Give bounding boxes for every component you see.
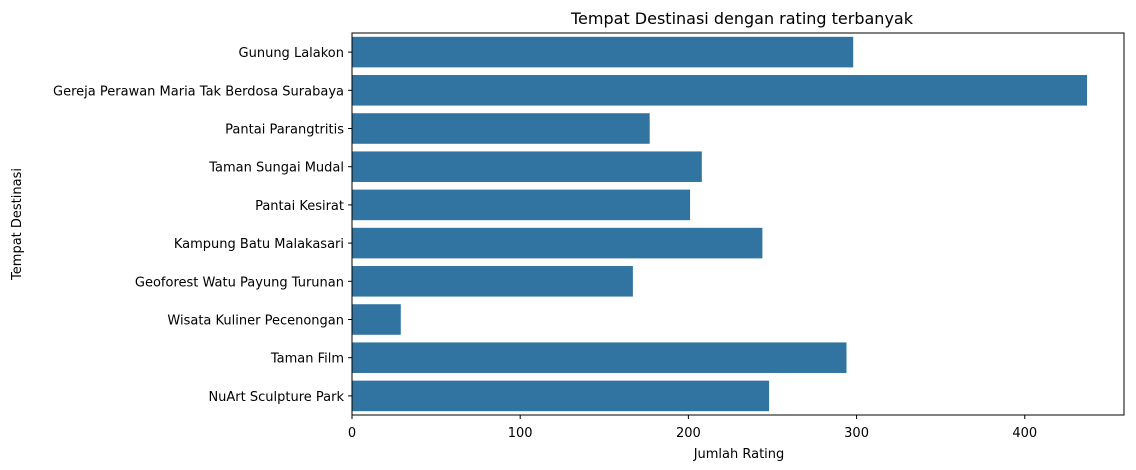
x-tick-label: 100 bbox=[508, 426, 533, 441]
bar bbox=[352, 151, 702, 182]
bar bbox=[352, 227, 763, 259]
x-axis-label: Jumlah Rating bbox=[693, 447, 785, 462]
y-tick-label: Kampung Batu Malakasari bbox=[174, 237, 344, 252]
bar bbox=[352, 304, 401, 335]
x-tick-label: 200 bbox=[676, 426, 701, 441]
bar bbox=[352, 380, 770, 412]
y-tick-label: Gereja Perawan Maria Tak Berdosa Surabay… bbox=[53, 84, 344, 99]
x-axis: 0 100 200 300 400 bbox=[348, 415, 1037, 441]
y-axis: Gunung Lalakon Gereja Perawan Maria Tak B… bbox=[53, 46, 352, 405]
bar bbox=[352, 75, 1087, 106]
y-tick-label: Taman Sungai Mudal bbox=[208, 161, 344, 176]
y-tick-label: Pantai Kesirat bbox=[255, 199, 344, 214]
plot-frame bbox=[351, 32, 1125, 416]
plot-border bbox=[351, 32, 1125, 416]
y-tick-label: Wisata Kuliner Pecenongan bbox=[167, 314, 344, 329]
x-tick-label: 400 bbox=[1012, 426, 1037, 441]
y-tick-label: Taman Film bbox=[270, 352, 344, 367]
bar bbox=[352, 266, 633, 297]
bar bbox=[352, 342, 847, 373]
x-tick-label: 0 bbox=[348, 426, 356, 441]
bars-layer bbox=[352, 36, 1087, 412]
y-tick-label: Pantai Parangtritis bbox=[225, 123, 344, 138]
y-tick-label: Geoforest Watu Payung Turunan bbox=[135, 275, 344, 290]
y-tick-label: Gunung Lalakon bbox=[239, 46, 344, 61]
y-tick-label: NuArt Sculpture Park bbox=[208, 390, 344, 405]
chart-title: Tempat Destinasi dengan rating terbanyak bbox=[570, 9, 914, 28]
bar bbox=[352, 113, 650, 144]
bar bbox=[352, 36, 854, 68]
y-axis-label: Tempat Destinasi bbox=[10, 168, 25, 281]
bar bbox=[352, 189, 691, 221]
x-tick-label: 300 bbox=[844, 426, 869, 441]
